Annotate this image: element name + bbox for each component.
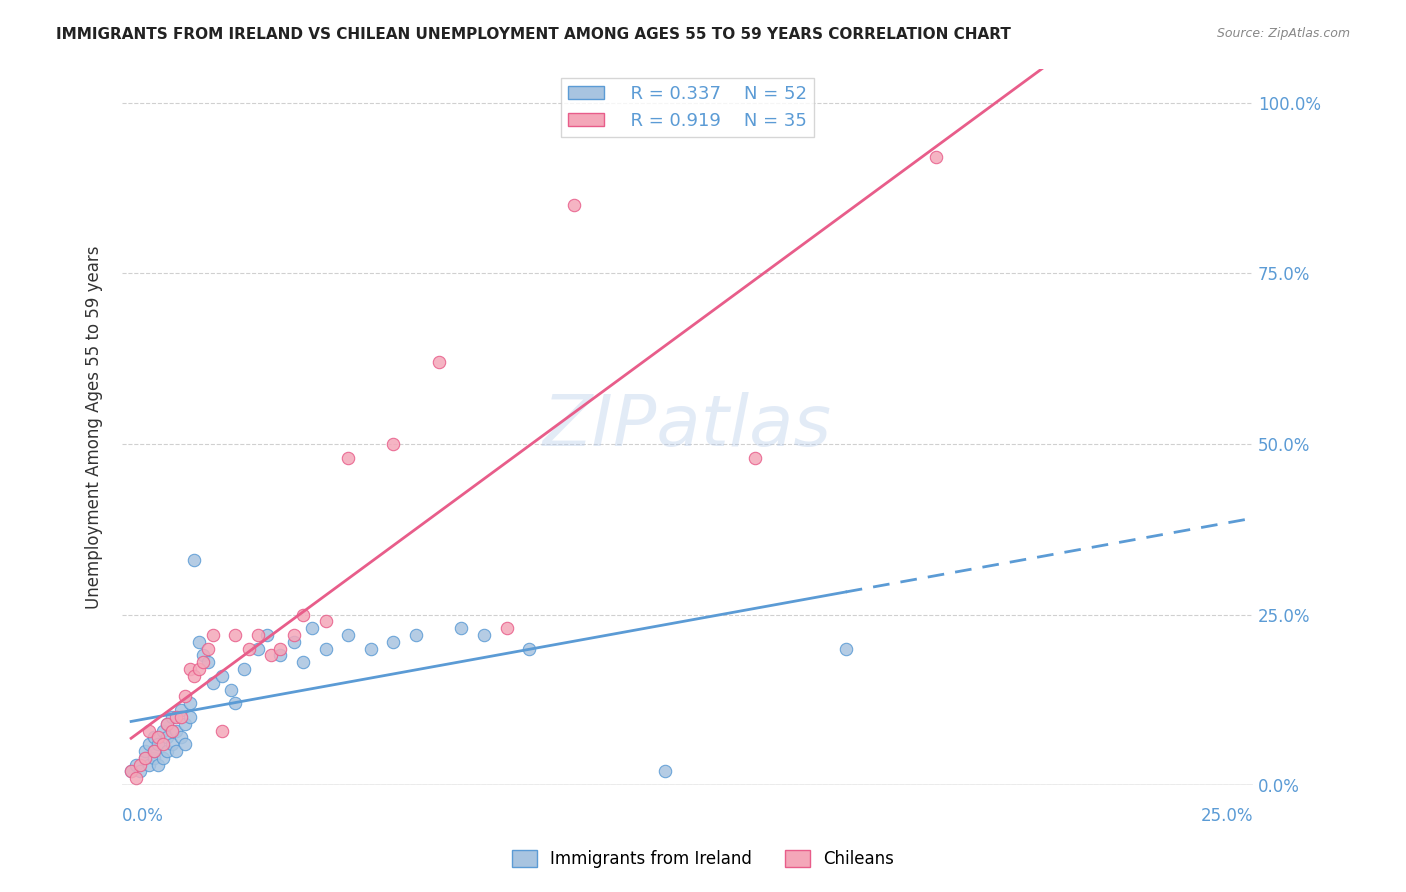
- Point: [170, 731, 193, 745]
- Point: [124, 757, 146, 772]
- Point: [179, 662, 201, 676]
- Point: [360, 641, 382, 656]
- Point: [174, 716, 197, 731]
- Point: [129, 764, 152, 779]
- Point: [744, 450, 766, 465]
- Point: [246, 628, 269, 642]
- Point: [224, 696, 246, 710]
- Point: [283, 628, 305, 642]
- Point: [187, 635, 209, 649]
- Text: 0.0%: 0.0%: [122, 807, 165, 825]
- Point: [120, 764, 142, 779]
- Point: [337, 628, 360, 642]
- Point: [138, 723, 160, 738]
- Point: [120, 764, 142, 779]
- Point: [269, 641, 291, 656]
- Point: [142, 751, 165, 765]
- Point: [134, 744, 156, 758]
- Point: [134, 751, 156, 765]
- Point: [283, 635, 305, 649]
- Point: [148, 737, 170, 751]
- Point: [382, 635, 405, 649]
- Point: [183, 669, 205, 683]
- Legend:   R = 0.337    N = 52,   R = 0.919    N = 35: R = 0.337 N = 52, R = 0.919 N = 35: [561, 78, 814, 137]
- Point: [174, 737, 197, 751]
- Point: [427, 355, 450, 369]
- Point: [165, 710, 187, 724]
- Point: [835, 641, 858, 656]
- Point: [174, 690, 197, 704]
- Point: [148, 731, 170, 745]
- Point: [134, 751, 156, 765]
- Point: [179, 696, 201, 710]
- Point: [301, 621, 323, 635]
- Point: [315, 641, 337, 656]
- Point: [142, 744, 165, 758]
- Point: [148, 757, 170, 772]
- Point: [238, 641, 260, 656]
- Point: [315, 615, 337, 629]
- Point: [187, 662, 209, 676]
- Point: [246, 641, 269, 656]
- Point: [156, 744, 179, 758]
- Point: [405, 628, 427, 642]
- Point: [152, 723, 174, 738]
- Point: [138, 737, 160, 751]
- Point: [129, 757, 152, 772]
- Point: [201, 628, 224, 642]
- Point: [165, 744, 187, 758]
- Y-axis label: Unemployment Among Ages 55 to 59 years: Unemployment Among Ages 55 to 59 years: [86, 245, 103, 608]
- Point: [224, 628, 246, 642]
- Point: [179, 710, 201, 724]
- Point: [211, 723, 233, 738]
- Point: [291, 607, 314, 622]
- Point: [291, 655, 314, 669]
- Point: [193, 655, 215, 669]
- Point: [450, 621, 472, 635]
- Legend: Immigrants from Ireland, Chileans: Immigrants from Ireland, Chileans: [505, 843, 901, 875]
- Text: IMMIGRANTS FROM IRELAND VS CHILEAN UNEMPLOYMENT AMONG AGES 55 TO 59 YEARS CORREL: IMMIGRANTS FROM IRELAND VS CHILEAN UNEMP…: [56, 27, 1011, 42]
- Point: [564, 198, 586, 212]
- Point: [124, 772, 146, 786]
- Point: [269, 648, 291, 663]
- Point: [233, 662, 256, 676]
- Point: [260, 648, 283, 663]
- Point: [160, 710, 183, 724]
- Point: [337, 450, 360, 465]
- Point: [165, 723, 187, 738]
- Point: [256, 628, 278, 642]
- Point: [156, 716, 179, 731]
- Point: [156, 731, 179, 745]
- Point: [197, 655, 219, 669]
- Point: [138, 757, 160, 772]
- Text: ZIPatlas: ZIPatlas: [543, 392, 832, 461]
- Point: [183, 553, 205, 567]
- Point: [160, 737, 183, 751]
- Point: [382, 437, 405, 451]
- Point: [925, 150, 948, 164]
- Point: [142, 744, 165, 758]
- Point: [152, 751, 174, 765]
- Point: [472, 628, 495, 642]
- Text: 25.0%: 25.0%: [1201, 807, 1253, 825]
- Point: [654, 764, 676, 779]
- Point: [160, 723, 183, 738]
- Point: [201, 675, 224, 690]
- Point: [197, 641, 219, 656]
- Point: [170, 703, 193, 717]
- Point: [211, 669, 233, 683]
- Point: [156, 716, 179, 731]
- Text: Source: ZipAtlas.com: Source: ZipAtlas.com: [1216, 27, 1350, 40]
- Point: [193, 648, 215, 663]
- Point: [517, 641, 540, 656]
- Point: [142, 731, 165, 745]
- Point: [495, 621, 517, 635]
- Point: [152, 737, 174, 751]
- Point: [219, 682, 242, 697]
- Point: [170, 710, 193, 724]
